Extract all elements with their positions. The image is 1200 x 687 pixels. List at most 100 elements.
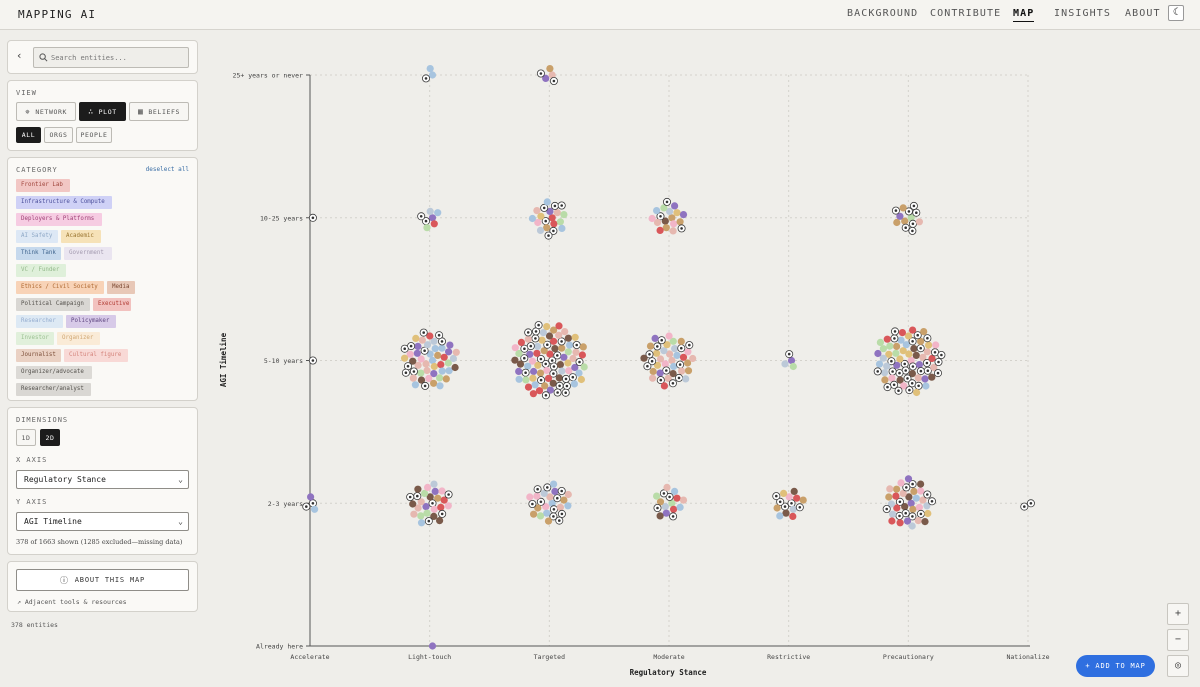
entity-dot[interactable] xyxy=(401,354,409,362)
entity-dot[interactable] xyxy=(426,350,434,358)
entity-dot[interactable] xyxy=(684,359,692,367)
entity-dot[interactable] xyxy=(909,505,917,513)
entity-dot[interactable] xyxy=(428,214,437,222)
entity-dot[interactable] xyxy=(564,490,572,499)
entity-dot[interactable] xyxy=(656,355,665,363)
entity-dot[interactable] xyxy=(888,517,896,525)
entity-dot[interactable] xyxy=(914,517,922,525)
entity-dot[interactable] xyxy=(530,510,538,518)
entity-dot[interactable] xyxy=(430,337,438,345)
entity-dot[interactable] xyxy=(669,227,677,235)
entity-dot[interactable] xyxy=(555,331,563,339)
entity-dot[interactable] xyxy=(537,212,545,220)
entity-dot[interactable] xyxy=(534,342,542,350)
entity-dot[interactable] xyxy=(917,337,925,345)
entity-dot[interactable] xyxy=(670,505,678,513)
entity-dot[interactable] xyxy=(533,492,541,500)
entity-dot[interactable] xyxy=(524,362,532,370)
entity-dot[interactable] xyxy=(896,212,904,220)
entity-dot[interactable] xyxy=(424,483,432,491)
entity-dot[interactable] xyxy=(538,336,546,344)
entity-dot[interactable] xyxy=(515,367,523,375)
entity-dot[interactable] xyxy=(903,517,912,525)
entity-dot[interactable] xyxy=(799,496,807,504)
entity-dot[interactable] xyxy=(660,382,669,390)
entity-dot[interactable] xyxy=(883,335,891,343)
entity-dot[interactable] xyxy=(534,504,542,512)
entity-dot[interactable] xyxy=(875,360,884,368)
entity-dot[interactable] xyxy=(430,379,438,387)
entity-dot[interactable] xyxy=(781,360,789,368)
entity-dot[interactable] xyxy=(909,326,917,334)
cluster-targeted-2-3-years[interactable] xyxy=(526,480,572,525)
entity-dot[interactable] xyxy=(417,498,425,506)
entity-dot[interactable] xyxy=(421,489,429,497)
filter-people-button[interactable]: PEOPLE xyxy=(76,127,112,143)
entity-dot[interactable] xyxy=(907,214,915,222)
category-chip-frontier-lab[interactable]: Frontier Lab xyxy=(16,179,70,192)
entity-dot[interactable] xyxy=(897,336,905,344)
entity-dot[interactable] xyxy=(546,493,554,501)
entity-dot[interactable] xyxy=(913,388,921,397)
entity-dot[interactable] xyxy=(899,204,907,212)
entity-dot[interactable] xyxy=(886,485,894,493)
category-chip-researcher-analyst[interactable]: Researcher/analyst xyxy=(16,383,91,396)
entity-dot[interactable] xyxy=(893,218,901,227)
entity-dot[interactable] xyxy=(536,369,545,377)
entity-dot[interactable] xyxy=(548,499,556,507)
entity-dot[interactable] xyxy=(542,503,550,511)
data-points[interactable] xyxy=(302,65,1035,650)
entity-dot[interactable] xyxy=(897,479,905,487)
entity-dot[interactable] xyxy=(564,359,572,367)
entity-dot[interactable] xyxy=(524,383,533,391)
cluster-targeted-5-10-years[interactable] xyxy=(511,321,588,400)
about-this-map-button[interactable]: ⓘ ABOUT THIS MAP xyxy=(16,569,189,591)
entity-dot[interactable] xyxy=(661,503,669,511)
entity-dot[interactable] xyxy=(564,348,572,356)
scatter-plot[interactable]: Accelerate Light-touch Targeted Moderate Res… xyxy=(0,30,1160,687)
entity-dot[interactable] xyxy=(446,341,454,349)
cluster-precautionary-10-25-years[interactable] xyxy=(891,201,924,235)
zoom-in-button[interactable]: + xyxy=(1167,603,1189,625)
entity-dot[interactable] xyxy=(515,349,523,358)
back-arrow-icon[interactable]: ‹ xyxy=(16,49,23,62)
entity-dot[interactable] xyxy=(417,512,425,520)
entity-dot[interactable] xyxy=(434,209,442,217)
entity-dot[interactable] xyxy=(896,519,904,527)
entity-dot[interactable] xyxy=(892,349,900,357)
entity-dot[interactable] xyxy=(569,354,577,363)
entity-dot[interactable] xyxy=(886,342,894,350)
category-chip-organizer-advocate[interactable]: Organizer/advocate xyxy=(16,366,92,379)
entity-dot[interactable] xyxy=(648,214,656,223)
entity-dot[interactable] xyxy=(887,500,896,508)
entity-dot[interactable] xyxy=(449,354,457,363)
entity-dot[interactable] xyxy=(543,509,551,517)
entity-dot[interactable] xyxy=(444,359,452,367)
entity-dot[interactable] xyxy=(424,341,432,349)
entity-dot[interactable] xyxy=(533,349,541,357)
entity-dot[interactable] xyxy=(550,337,558,345)
entity-dot[interactable] xyxy=(434,494,442,502)
entity-dot[interactable] xyxy=(451,363,459,372)
entity-dot[interactable] xyxy=(653,361,662,369)
entity-dot[interactable] xyxy=(653,207,661,215)
entity-dot[interactable] xyxy=(430,362,438,371)
entity-dot[interactable] xyxy=(417,376,426,384)
entity-dot[interactable] xyxy=(543,198,551,206)
entity-dot[interactable] xyxy=(662,224,670,232)
entity-dot[interactable] xyxy=(560,353,568,361)
entity-dot[interactable] xyxy=(555,374,563,382)
entity-dot[interactable] xyxy=(663,483,671,491)
entity-dot[interactable] xyxy=(516,360,525,368)
entity-dot[interactable] xyxy=(923,348,931,356)
entity-dot[interactable] xyxy=(673,351,681,359)
entity-dot[interactable] xyxy=(910,487,918,495)
entity-dot[interactable] xyxy=(307,493,315,501)
entity-dot[interactable] xyxy=(883,362,891,370)
entity-dot[interactable] xyxy=(560,496,568,504)
entity-dot[interactable] xyxy=(684,367,693,375)
entity-dot[interactable] xyxy=(666,350,674,358)
entity-dot[interactable] xyxy=(551,345,559,353)
entity-dot[interactable] xyxy=(580,363,588,371)
entity-dot[interactable] xyxy=(414,361,422,369)
